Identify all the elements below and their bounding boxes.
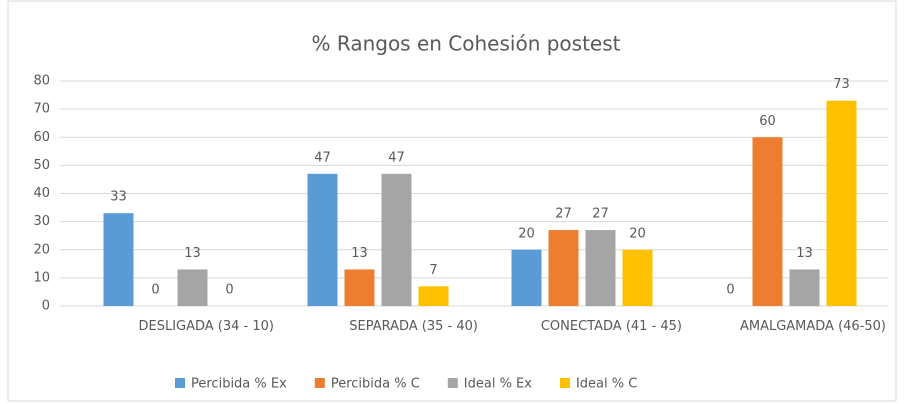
bar [826,100,857,306]
legend-label: Percibida % C [331,377,420,392]
y-tick-label: 0 [42,299,50,314]
bar [344,269,375,306]
y-tick-label: 60 [33,130,50,145]
data-label: 13 [351,246,368,261]
data-label: 20 [629,226,646,241]
x-tick-label: DESLIGADA (34 - 10) [138,319,274,334]
data-label: 27 [592,207,609,222]
legend-swatch [175,378,185,388]
bar [103,213,134,306]
bar [381,173,412,306]
legend-label: Percibida % Ex [191,377,287,392]
data-label: 33 [110,190,127,205]
y-tick-label: 10 [33,270,50,285]
bar [177,269,208,306]
y-tick-label: 30 [33,214,50,229]
bar [418,286,449,306]
data-label: 73 [833,77,850,92]
data-label: 47 [388,150,405,165]
bar [585,230,616,306]
chart-border [7,0,897,402]
data-label: 13 [184,246,201,261]
data-label: 0 [225,283,233,298]
bar [789,269,820,306]
y-tick-label: 50 [33,158,50,173]
legend-swatch [559,378,570,388]
x-tick-label: AMALGAMADA (46-50) [739,319,886,334]
legend-label: Ideal % C [576,377,637,392]
legend-label: Ideal % Ex [464,377,532,392]
y-tick-label: 40 [33,186,50,201]
bar [307,173,338,306]
bar [548,230,579,306]
data-label: 7 [429,263,437,278]
data-label: 0 [726,283,734,298]
data-label: 47 [314,150,331,165]
bar [622,249,653,306]
data-label: 13 [796,246,813,261]
data-label: 60 [759,114,776,129]
bar [511,249,542,306]
y-tick-label: 70 [33,102,50,117]
y-tick-label: 20 [33,242,50,257]
y-tick-label: 80 [33,74,50,89]
data-label: 20 [518,226,535,241]
x-tick-label: CONECTADA (41 - 45) [540,319,682,334]
legend-swatch [447,378,458,388]
bar [752,137,783,306]
legend-swatch [314,378,325,388]
data-label: 0 [151,283,159,298]
x-tick-label: SEPARADA (35 - 40) [349,319,478,334]
data-label: 27 [555,207,572,222]
chart-title: % Rangos en Cohesión postest [312,32,621,56]
